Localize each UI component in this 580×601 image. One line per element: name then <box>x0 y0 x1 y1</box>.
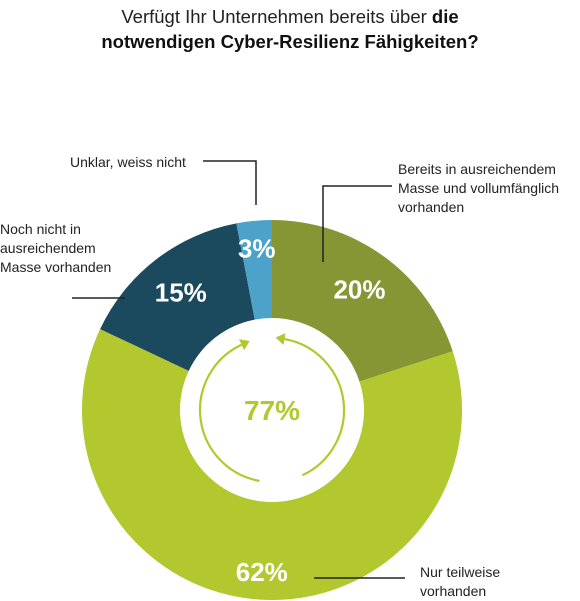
label-teilweise-line2: vorhanden <box>420 583 487 599</box>
value-label-bereits: 20% <box>333 275 385 305</box>
cycle-arrow-right-icon <box>284 338 346 477</box>
slice-bereits <box>272 220 453 382</box>
leader-unklar <box>203 160 257 205</box>
label-bereits-line1: Bereits in ausreichendem <box>398 161 556 177</box>
label-bereits-line3: vorhanden <box>398 199 465 215</box>
title-line2: notwendigen Cyber-Resilienz Fähigkeiten? <box>101 31 479 52</box>
slice-teilweise <box>81 329 463 600</box>
label-noch-nicht-line1: Noch nicht in <box>0 221 81 237</box>
arrowhead-top-icon <box>239 339 250 351</box>
value-label-teilweise: 62% <box>236 557 288 587</box>
label-bereits-line2: Masse und vollumfänglich <box>398 180 560 196</box>
label-noch-nicht-line2: ausreichendem <box>0 240 96 256</box>
slice-unklar <box>236 220 272 320</box>
value-label-unklar: 3% <box>238 234 276 264</box>
center-label: 77% <box>244 395 300 426</box>
label-teilweise-line1: Nur teilweise <box>420 564 501 580</box>
label-teilweise: Nur teilweise vorhanden <box>420 563 500 601</box>
title-part1: Verfügt Ihr Unternehmen bereits über <box>121 6 432 27</box>
label-bereits: Bereits in ausreichendem Masse und vollu… <box>398 160 559 217</box>
slice-noch-nicht <box>100 223 255 371</box>
label-noch-nicht-line3: Masse vorhanden <box>0 259 112 275</box>
leader-bereits <box>322 185 392 262</box>
label-unklar-line1: Unklar, weiss nicht <box>70 154 186 170</box>
label-unklar: Unklar, weiss nicht <box>70 153 186 172</box>
cycle-arrow-left-icon <box>198 343 260 482</box>
title-part2: die <box>431 6 459 27</box>
label-noch-nicht: Noch nicht in ausreichendem Masse vorhan… <box>0 220 111 277</box>
chart-title: Verfügt Ihr Unternehmen bereits über die… <box>0 4 580 54</box>
arrowhead-right-icon <box>275 333 286 346</box>
value-label-noch-nicht: 15% <box>155 277 207 307</box>
